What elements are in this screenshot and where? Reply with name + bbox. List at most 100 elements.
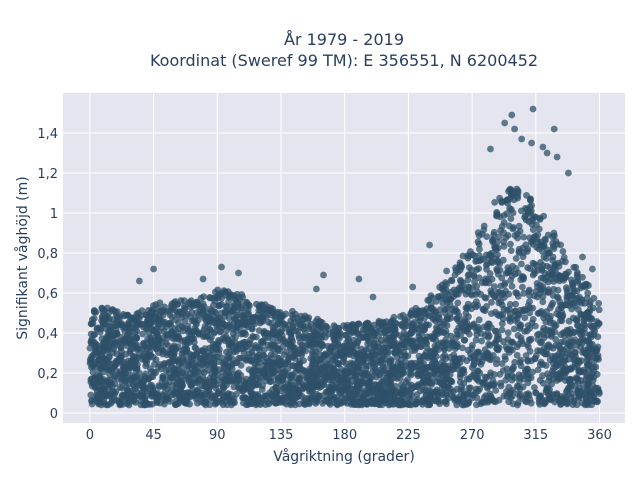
data-point	[541, 269, 549, 277]
data-point	[586, 298, 594, 306]
data-point	[350, 352, 358, 360]
data-point	[304, 370, 312, 378]
data-point	[412, 397, 419, 405]
data-point	[364, 381, 372, 389]
data-point	[413, 309, 421, 317]
data-point	[488, 249, 496, 257]
data-point	[420, 326, 428, 334]
data-point	[467, 248, 474, 255]
data-point	[378, 356, 386, 364]
data-point	[308, 365, 316, 372]
data-point	[500, 229, 507, 237]
data-point	[472, 388, 480, 396]
data-point	[512, 289, 520, 297]
data-point	[131, 343, 139, 351]
data-point	[518, 135, 526, 143]
data-point	[294, 328, 302, 335]
data-point	[477, 361, 485, 368]
data-point	[106, 392, 114, 399]
data-point	[519, 340, 527, 347]
data-point	[545, 286, 552, 294]
data-point	[442, 296, 450, 303]
data-point	[495, 396, 503, 404]
data-point	[557, 317, 564, 324]
data-point	[514, 401, 521, 409]
data-point	[225, 355, 233, 363]
data-point	[91, 378, 99, 385]
data-point	[536, 215, 544, 223]
data-point	[228, 401, 235, 409]
data-point	[507, 388, 515, 395]
data-point	[561, 301, 569, 309]
data-point	[498, 199, 506, 206]
data-point	[282, 324, 290, 331]
data-point	[102, 363, 110, 371]
data-point	[255, 306, 263, 314]
data-point	[492, 387, 500, 394]
y-tick-label: 1,2	[37, 167, 58, 182]
data-point	[473, 401, 480, 409]
data-point	[345, 394, 353, 401]
data-point	[266, 344, 274, 352]
data-point	[488, 275, 496, 283]
y-tick-label: 1,4	[37, 127, 58, 142]
data-point	[508, 372, 516, 379]
data-point	[450, 394, 458, 402]
data-point	[454, 299, 462, 307]
data-point	[148, 338, 155, 346]
data-point	[269, 335, 276, 343]
data-point	[573, 341, 581, 349]
data-point	[109, 349, 117, 357]
data-point	[424, 354, 432, 362]
data-point	[211, 294, 219, 301]
data-point	[272, 388, 280, 396]
data-point	[379, 349, 387, 357]
data-point	[190, 372, 197, 379]
data-point	[456, 378, 464, 386]
data-point	[500, 219, 508, 226]
data-point	[366, 392, 373, 399]
data-point	[506, 204, 513, 212]
data-point	[184, 373, 192, 381]
data-point	[98, 379, 106, 386]
data-point	[286, 328, 294, 336]
data-point	[257, 338, 265, 346]
data-point	[361, 397, 369, 405]
x-tick-label: 180	[332, 428, 357, 443]
data-point	[265, 400, 273, 408]
data-point	[431, 397, 438, 405]
data-point	[539, 248, 546, 255]
data-point	[346, 346, 354, 353]
data-point	[105, 309, 113, 317]
data-point	[239, 293, 247, 301]
data-point	[534, 266, 542, 274]
data-point	[544, 246, 552, 254]
data-point	[218, 263, 225, 271]
data-point	[526, 292, 533, 299]
data-point	[465, 323, 473, 331]
data-point	[225, 363, 232, 370]
data-point	[495, 233, 503, 241]
data-point	[571, 336, 579, 344]
data-point	[574, 269, 581, 276]
data-point	[381, 364, 389, 371]
data-point	[146, 349, 154, 357]
data-point	[183, 345, 191, 353]
data-point	[457, 261, 464, 268]
data-point	[426, 347, 434, 355]
data-point	[223, 303, 230, 310]
data-point	[523, 327, 531, 335]
data-point	[166, 320, 174, 328]
data-point	[141, 350, 149, 358]
data-point	[204, 366, 212, 374]
data-point	[98, 304, 106, 312]
data-point	[226, 343, 233, 351]
data-point	[340, 342, 347, 350]
data-point	[240, 321, 248, 329]
data-point	[402, 332, 410, 339]
data-point	[401, 316, 409, 324]
data-point	[448, 338, 456, 346]
data-point	[274, 354, 282, 362]
data-point	[519, 383, 527, 391]
data-point	[424, 373, 431, 381]
